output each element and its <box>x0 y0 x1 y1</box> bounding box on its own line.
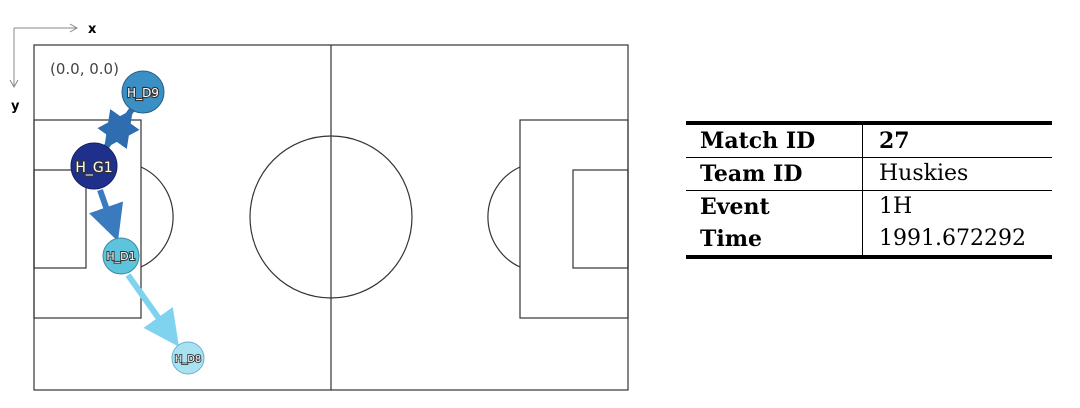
right-penalty-box <box>519 119 629 319</box>
time-value: 1991.672292 <box>879 226 1026 251</box>
x-axis-label: x <box>88 22 97 37</box>
match-info-table: Match ID 27 Team ID Huskies Event 1H Tim… <box>686 121 1052 259</box>
left-goal-box <box>33 169 87 269</box>
player-label-h-d8: H_D8 <box>175 354 202 365</box>
y-axis-label: y <box>11 99 20 114</box>
player-label-h-d9: H_D9 <box>127 86 159 100</box>
axis-indicator: x y <box>9 22 97 114</box>
time-row: Time 1991.672292 <box>686 223 1052 257</box>
pass-arrows <box>89 106 179 347</box>
pass-arrow-g1-to-d1 <box>89 189 124 242</box>
left-penalty-arc <box>140 166 174 268</box>
player-label-h-g1: H_G1 <box>75 160 112 176</box>
event-value: 1H <box>879 194 913 219</box>
team-id-label: Team ID <box>686 157 863 191</box>
right-penalty-arc <box>487 166 521 268</box>
match-id-row: Match ID 27 <box>686 123 1052 158</box>
match-id-value: 27 <box>862 123 1052 158</box>
pitch-lines <box>33 44 629 391</box>
player-node-h-d9: H_D9 <box>121 70 165 114</box>
x-axis-arrow-icon <box>69 23 79 33</box>
center-circle <box>249 135 413 299</box>
player-node-h-d8: H_D8 <box>171 341 205 375</box>
pass-arrow-d1-to-d8 <box>125 273 179 347</box>
time-label: Time <box>686 223 863 257</box>
origin-label: (0.0, 0.0) <box>50 60 119 78</box>
team-id-value: Huskies <box>862 157 1052 191</box>
player-node-h-d1: H_D1 <box>102 237 140 275</box>
right-goal-box <box>572 169 629 269</box>
pass-arrow-d9-to-g1 <box>104 106 140 149</box>
team-id-row: Team ID Huskies <box>686 157 1052 191</box>
y-axis-arrow-icon <box>9 79 19 89</box>
player-node-h-g1: H_G1 <box>70 142 118 190</box>
pitch-diagram: x y (0.0, 0.0) H_D9 H_G1 H_D1 H_D <box>9 22 629 391</box>
match-id-label: Match ID <box>686 123 863 158</box>
event-label: Event <box>686 190 863 223</box>
event-row: Event 1H <box>686 190 1052 223</box>
player-label-h-d1: H_D1 <box>106 250 135 263</box>
